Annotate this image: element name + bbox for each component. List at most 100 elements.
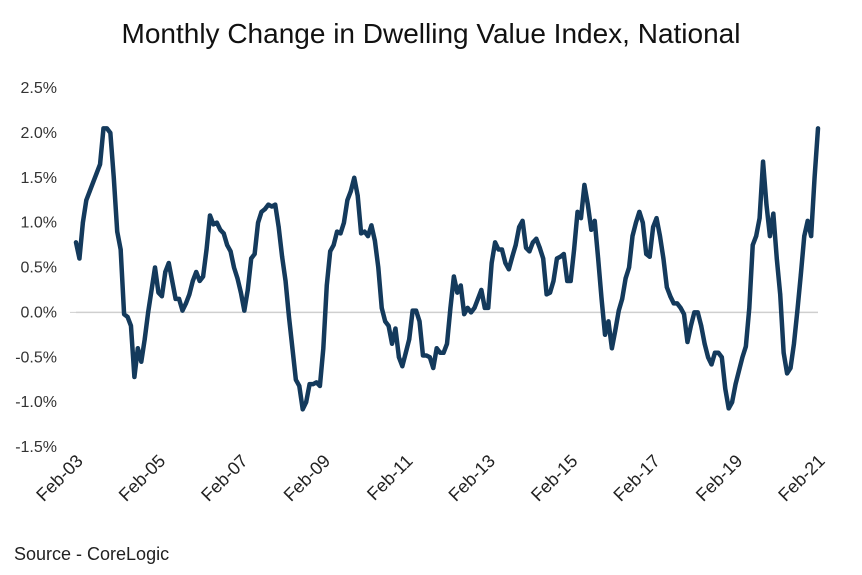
- data-point: [407, 337, 412, 342]
- data-point: [221, 231, 226, 236]
- data-point: [661, 256, 666, 261]
- data-point: [283, 278, 288, 283]
- data-point: [664, 285, 669, 290]
- data-point: [135, 346, 140, 351]
- data-point: [606, 319, 611, 324]
- data-point: [517, 225, 522, 230]
- data-point: [379, 305, 384, 310]
- data-point: [709, 362, 714, 367]
- data-point: [795, 308, 800, 313]
- data-point: [317, 383, 322, 388]
- data-point: [111, 175, 116, 180]
- data-point: [98, 162, 103, 167]
- data-point: [510, 254, 515, 259]
- data-point: [84, 198, 89, 203]
- data-point: [472, 305, 477, 310]
- data-point: [146, 310, 151, 315]
- y-axis-ticks: 2.5% 2.0% 1.5% 1.0% 0.5% 0.0% -0.5% -1.0% -1.5%: [15, 80, 76, 456]
- data-point: [695, 310, 700, 315]
- data-point: [256, 220, 261, 225]
- data-point: [424, 353, 429, 358]
- data-point: [414, 308, 419, 313]
- data-point: [791, 341, 796, 346]
- data-point: [118, 247, 123, 252]
- data-point: [723, 386, 728, 391]
- data-point: [493, 240, 498, 245]
- data-point: [108, 130, 113, 135]
- data-point: [445, 341, 449, 346]
- data-point: [678, 305, 683, 310]
- data-point: [252, 252, 257, 257]
- data-point: [455, 290, 460, 295]
- data-point: [232, 265, 237, 270]
- data-point: [675, 301, 680, 306]
- data-point: [365, 234, 370, 239]
- data-point: [390, 341, 395, 346]
- x-tick-label: Feb-21: [774, 451, 828, 505]
- data-point: [750, 243, 755, 248]
- data-point: [589, 227, 594, 232]
- data-point: [153, 265, 158, 270]
- data-point: [788, 366, 793, 371]
- data-point: [228, 249, 233, 254]
- data-point: [499, 247, 504, 252]
- data-point: [156, 290, 161, 295]
- data-point: [304, 400, 309, 405]
- data-point: [688, 323, 693, 328]
- data-point: [369, 223, 374, 228]
- data-point: [122, 312, 127, 317]
- data-point: [431, 366, 436, 371]
- data-point: [396, 355, 401, 360]
- data-point: [132, 375, 137, 379]
- data-point: [479, 287, 484, 292]
- data-point: [128, 323, 133, 328]
- data-point: [733, 382, 738, 387]
- data-point: [314, 380, 319, 385]
- y-tick-label: 2.0%: [21, 125, 57, 142]
- data-point: [541, 256, 546, 261]
- data-point: [280, 254, 285, 259]
- data-point: [475, 296, 480, 301]
- data-point: [207, 213, 212, 218]
- data-point: [767, 234, 772, 239]
- y-tick-label: 2.5%: [21, 80, 57, 97]
- data-point: [187, 292, 192, 297]
- data-point: [386, 323, 391, 328]
- data-point: [91, 180, 96, 185]
- data-point: [754, 234, 759, 239]
- y-tick-label: 0.5%: [21, 260, 57, 277]
- data-point: [139, 359, 144, 364]
- data-point: [527, 249, 532, 254]
- data-point: [548, 290, 553, 295]
- data-point: [627, 265, 632, 270]
- data-point: [159, 294, 164, 299]
- data-point: [341, 220, 346, 225]
- data-point: [321, 346, 326, 351]
- data-point: [657, 234, 662, 239]
- y-tick-label: -1.5%: [15, 439, 57, 456]
- data-point: [451, 274, 456, 279]
- data-point: [204, 247, 209, 252]
- x-tick-label: Feb-07: [197, 451, 251, 505]
- data-point: [269, 204, 274, 209]
- data-point: [403, 350, 408, 355]
- data-point: [712, 350, 717, 355]
- data-point: [77, 256, 82, 261]
- data-point: [685, 339, 690, 344]
- data-point: [592, 218, 597, 223]
- data-point: [328, 249, 333, 254]
- data-point: [324, 283, 329, 288]
- data-point: [438, 350, 443, 355]
- data-point: [74, 240, 78, 245]
- data-point: [503, 261, 508, 266]
- data-point: [338, 231, 343, 236]
- data-point: [568, 278, 573, 283]
- data-point: [486, 305, 491, 310]
- data-point: [87, 189, 92, 194]
- chart-title: Monthly Change in Dwelling Value Index, …: [121, 18, 741, 49]
- x-tick-label: Feb-03: [32, 451, 86, 505]
- y-tick-label: 1.0%: [21, 215, 57, 232]
- y-tick-label: 1.5%: [21, 170, 57, 187]
- data-point: [761, 159, 766, 164]
